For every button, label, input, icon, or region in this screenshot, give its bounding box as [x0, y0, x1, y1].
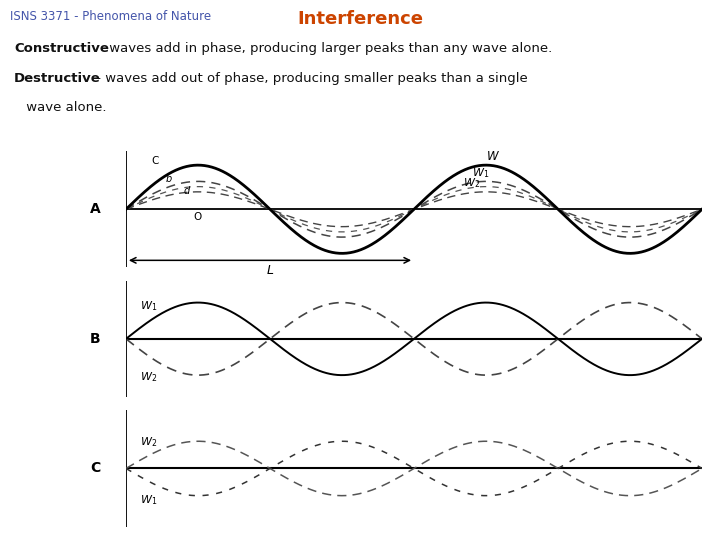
Text: $W_2$: $W_2$	[140, 435, 157, 449]
Text: C: C	[151, 156, 158, 166]
Text: - waves add out of phase, producing smaller peaks than a single: - waves add out of phase, producing smal…	[92, 72, 528, 85]
Text: - waves add in phase, producing larger peaks than any wave alone.: - waves add in phase, producing larger p…	[96, 42, 552, 55]
Text: $W_2$: $W_2$	[463, 176, 480, 190]
Text: d: d	[184, 186, 190, 195]
Text: O: O	[194, 212, 202, 222]
Text: $W_1$: $W_1$	[140, 494, 157, 507]
Text: C: C	[91, 462, 101, 475]
Text: A: A	[90, 202, 101, 216]
Text: $W$: $W$	[486, 150, 500, 163]
Text: b: b	[166, 174, 172, 184]
Text: wave alone.: wave alone.	[22, 100, 107, 113]
Text: $W_1$: $W_1$	[472, 166, 490, 180]
Text: Interference: Interference	[297, 10, 423, 28]
Text: $L$: $L$	[266, 264, 274, 277]
Text: Constructive: Constructive	[14, 42, 109, 55]
Text: ISNS 3371 - Phenomena of Nature: ISNS 3371 - Phenomena of Nature	[10, 10, 211, 23]
Text: B: B	[90, 332, 101, 346]
Text: Destructive: Destructive	[14, 72, 101, 85]
Text: $W_2$: $W_2$	[140, 370, 157, 384]
Text: $W_1$: $W_1$	[140, 299, 157, 313]
